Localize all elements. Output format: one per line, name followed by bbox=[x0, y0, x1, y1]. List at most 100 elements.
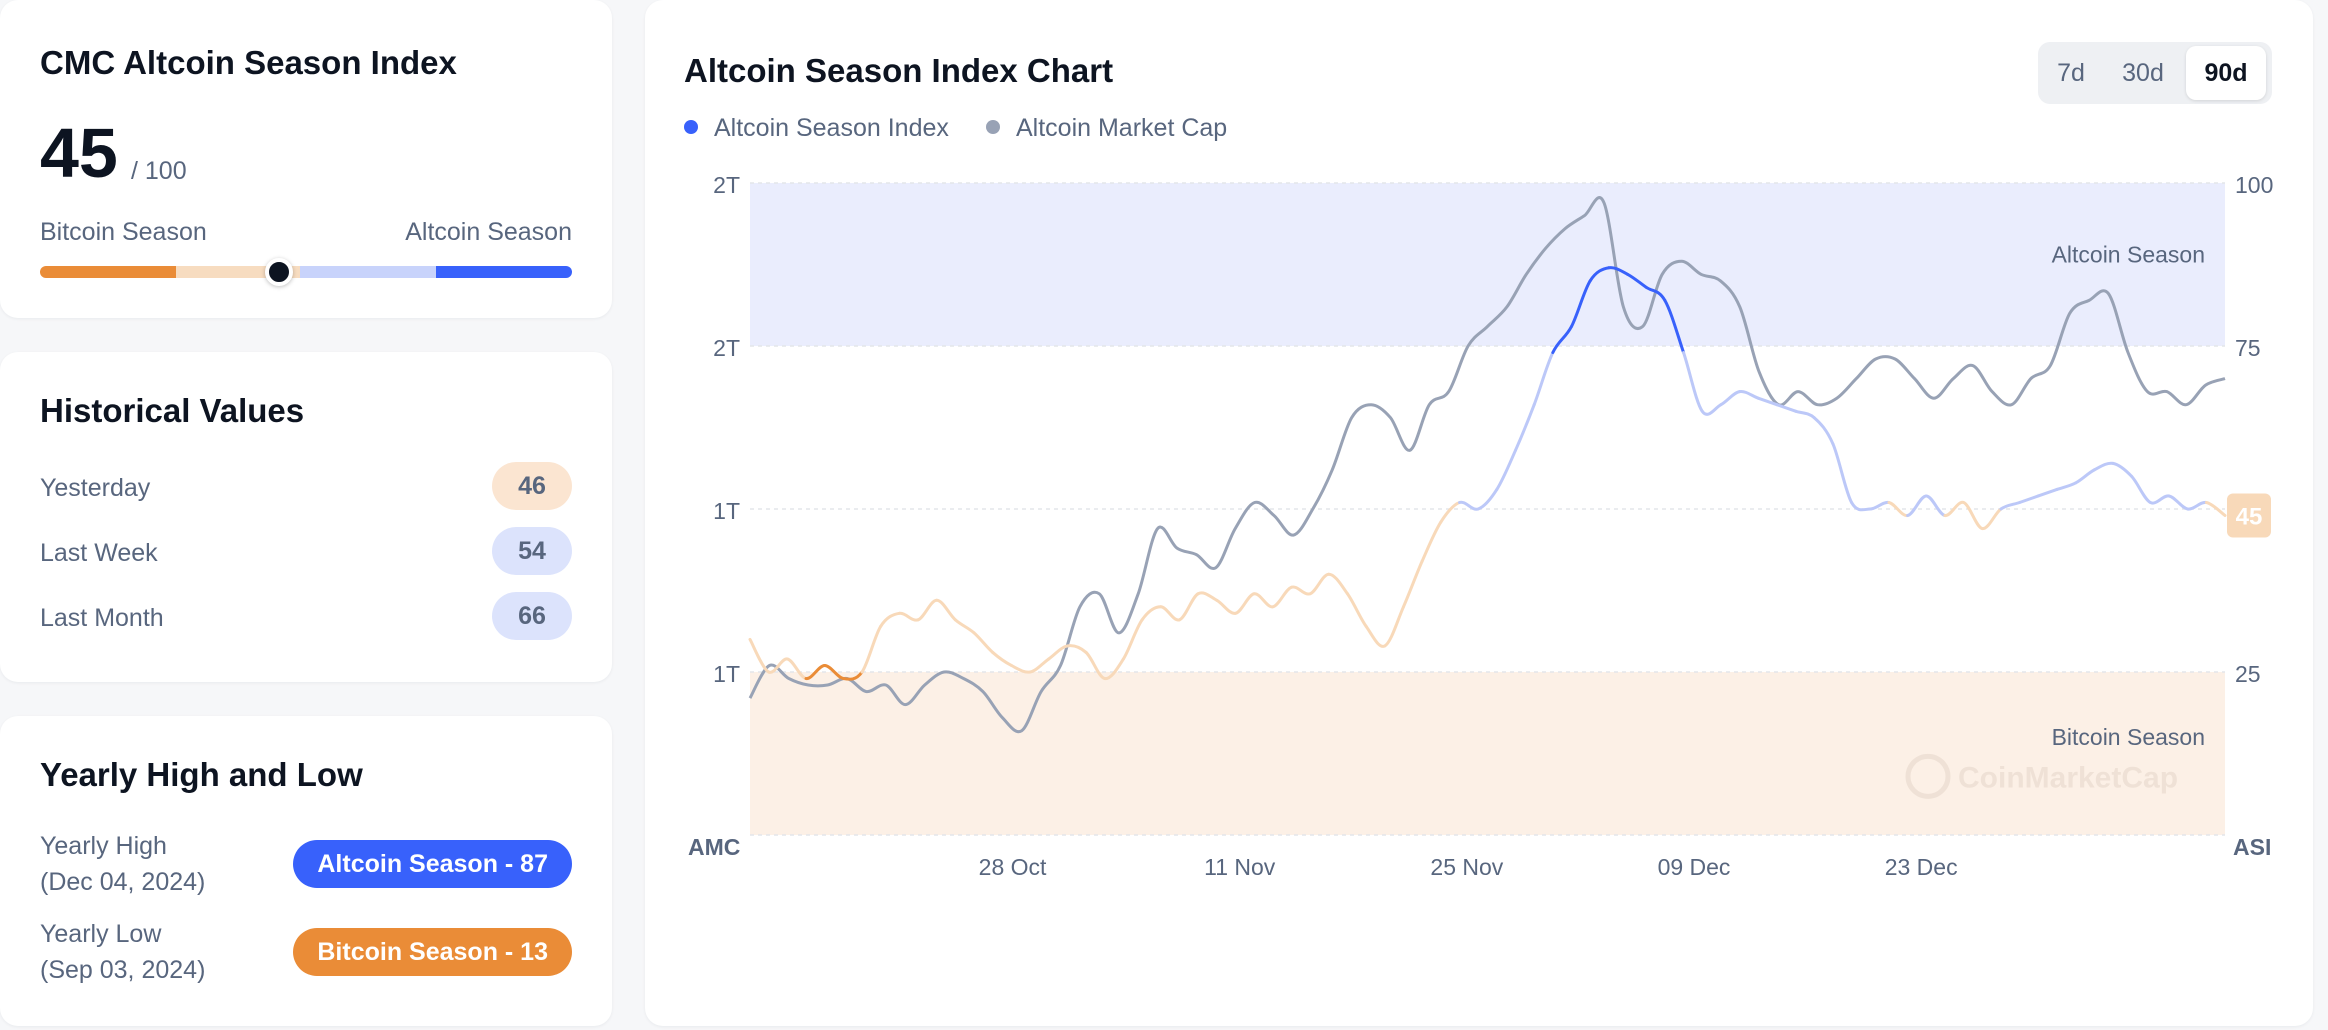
index-line-segment bbox=[1103, 657, 1125, 681]
x-tick-label: 25 Nov bbox=[1430, 854, 1503, 880]
index-line-segment bbox=[1420, 520, 1443, 563]
historical-values-card: Historical Values Yesterday 46 Last Week… bbox=[0, 352, 612, 682]
x-tick-label: 28 Oct bbox=[979, 854, 1047, 880]
index-indicator-knob bbox=[265, 258, 294, 286]
left-axis-label: AMC bbox=[688, 834, 740, 860]
index-line-segment bbox=[1831, 442, 1854, 504]
index-line-segment bbox=[2092, 461, 2115, 472]
index-line-segment bbox=[1794, 409, 1816, 420]
index-line-segment bbox=[1532, 351, 1555, 407]
index-line-segment bbox=[1495, 448, 1518, 491]
range-7d-button[interactable]: 7d bbox=[2057, 59, 2085, 87]
index-line-segment bbox=[1457, 500, 1480, 511]
index-line-segment bbox=[1943, 500, 1966, 518]
yearly-high-badge: Altcoin Season - 87 bbox=[293, 840, 572, 888]
index-line-segment bbox=[916, 598, 939, 622]
altcoin-lean-bar bbox=[300, 266, 436, 278]
index-line-segment bbox=[2055, 481, 2078, 491]
altcoin-season-zone bbox=[750, 183, 2225, 346]
historical-title: Historical Values bbox=[40, 392, 305, 429]
index-line-segment bbox=[1682, 351, 1704, 413]
right-axis-label: ASI bbox=[2233, 834, 2271, 860]
chart-title: Altcoin Season Index Chart bbox=[684, 52, 1114, 89]
coinmarketcap-watermark: CoinMarketCap bbox=[1905, 753, 2178, 799]
legend-label-altcoin-index: Altcoin Season Index bbox=[714, 114, 949, 142]
index-max: / 100 bbox=[131, 157, 187, 185]
svg-text:CoinMarketCap: CoinMarketCap bbox=[1958, 761, 2178, 794]
bitcoin-season-zone bbox=[750, 672, 2225, 835]
index-line-segment bbox=[804, 663, 827, 681]
altcoin-zone-bar bbox=[436, 266, 572, 278]
index-line-segment bbox=[1121, 618, 1144, 661]
left-tick-label: 1T bbox=[713, 661, 740, 687]
range-90d-button[interactable]: 90d bbox=[2186, 46, 2266, 100]
index-line-segment bbox=[953, 618, 976, 635]
index-line-segment bbox=[767, 657, 789, 674]
index-line-segment bbox=[1775, 403, 1798, 413]
range-30d-button[interactable]: 30d bbox=[2122, 59, 2164, 87]
index-line-segment bbox=[841, 670, 864, 681]
legend-item-market-cap[interactable]: Altcoin Market Cap bbox=[986, 114, 1227, 143]
index-line-segment bbox=[1962, 500, 1984, 531]
legend-item-altcoin-index[interactable]: Altcoin Season Index bbox=[684, 114, 949, 143]
legend-label-market-cap: Altcoin Market Cap bbox=[1016, 114, 1228, 142]
index-line-segment bbox=[1924, 494, 1947, 518]
index-line-segment bbox=[1756, 396, 1779, 407]
legend-dot-gray bbox=[986, 120, 1000, 135]
index-line-segment bbox=[1551, 324, 1574, 355]
legend-dot-blue bbox=[684, 120, 698, 135]
right-tick-label: 75 bbox=[2235, 335, 2261, 361]
history-label-last-month: Last Month bbox=[40, 604, 164, 632]
current-value-badge bbox=[2227, 493, 2271, 538]
index-line-segment bbox=[1364, 624, 1387, 648]
index-line-segment bbox=[860, 624, 883, 674]
index-line-segment bbox=[1271, 585, 1293, 609]
index-line-segment bbox=[1514, 403, 1536, 452]
x-tick-label: 09 Dec bbox=[1658, 854, 1731, 880]
altcoin-index-card: CMC Altcoin Season Index 45 / 100 Bitcoi… bbox=[0, 0, 612, 318]
index-line-segment bbox=[2111, 461, 2134, 478]
index-line-segment bbox=[1196, 591, 1219, 602]
range-selector: 7d 30d 90d bbox=[2038, 42, 2272, 104]
index-line-segment bbox=[2036, 487, 2059, 498]
index-line-segment bbox=[1476, 487, 1499, 511]
index-line-segment bbox=[1570, 279, 1592, 328]
index-line-segment bbox=[2186, 500, 2208, 511]
index-line-segment bbox=[1607, 266, 1630, 276]
index-line-segment bbox=[1644, 285, 1667, 302]
bitcoin-zone-bar bbox=[40, 266, 176, 278]
index-line-segment bbox=[1588, 266, 1611, 283]
history-label-last-week: Last Week bbox=[40, 539, 158, 567]
index-line-segment bbox=[1308, 572, 1331, 596]
index-line-segment bbox=[1626, 272, 1648, 289]
bitcoin-zone-label: Bitcoin Season bbox=[2052, 724, 2205, 750]
history-value-last-month: 66 bbox=[492, 592, 572, 640]
bitcoin-season-label: Bitcoin Season bbox=[40, 218, 207, 246]
index-line-segment bbox=[1065, 644, 1088, 654]
index-line-segment bbox=[879, 611, 901, 628]
yearly-high-low-card: Yearly High and Low Yearly High (Dec 04,… bbox=[0, 716, 612, 1026]
index-card-title: CMC Altcoin Season Index bbox=[40, 44, 457, 81]
left-tick-label: 1T bbox=[713, 498, 740, 524]
index-line-segment bbox=[1028, 657, 1051, 674]
index-line-segment bbox=[1140, 605, 1163, 622]
index-line-segment bbox=[1345, 592, 1368, 628]
index-line-segment bbox=[2018, 494, 2040, 504]
right-tick-label: 25 bbox=[2235, 661, 2261, 687]
index-line-segment bbox=[2074, 468, 2096, 485]
altcoin-season-label: Altcoin Season bbox=[405, 218, 572, 246]
index-line-segment bbox=[2130, 474, 2152, 504]
index-line-segment bbox=[1812, 416, 1835, 446]
index-line-segment bbox=[1383, 605, 1405, 648]
index-line-segment bbox=[1009, 663, 1032, 674]
index-line-segment bbox=[1047, 644, 1069, 661]
index-line-segment bbox=[1700, 403, 1723, 416]
index-value: 45 bbox=[40, 114, 118, 192]
index-line-segment bbox=[1159, 605, 1181, 622]
index-line-segment bbox=[823, 663, 845, 681]
index-line-segment bbox=[1663, 298, 1686, 355]
yearly-low-badge: Bitcoin Season - 13 bbox=[293, 928, 572, 976]
yearly-title: Yearly High and Low bbox=[40, 756, 363, 793]
index-line-segment bbox=[1327, 572, 1349, 596]
